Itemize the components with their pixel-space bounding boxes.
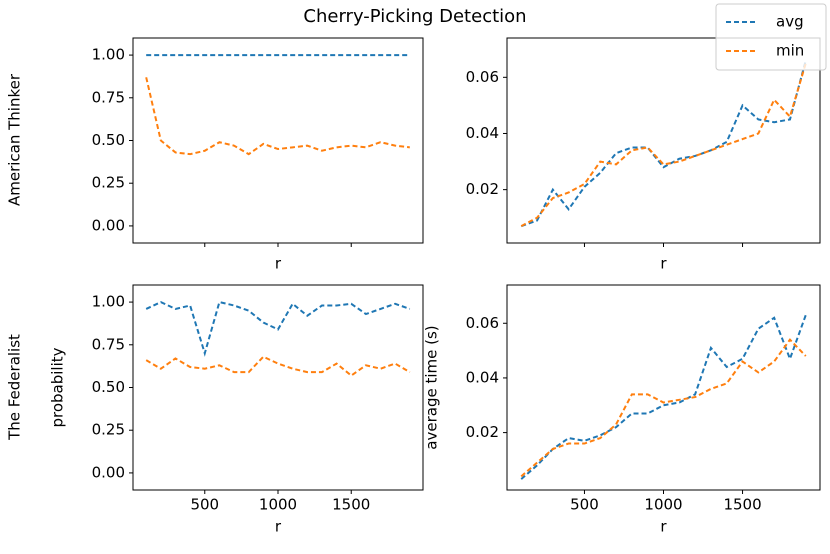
series-line xyxy=(145,355,411,377)
y-tick-label: 0.50 xyxy=(92,131,125,149)
axes-frame xyxy=(132,284,424,491)
y-tick-label: 0.25 xyxy=(92,421,125,439)
x-tick-label: 1000 xyxy=(644,496,682,514)
y-tick-label: 0.02 xyxy=(466,180,499,198)
y-tick-label: 0.75 xyxy=(92,88,125,106)
y-axis-label: average time (s) xyxy=(423,325,441,449)
x-tick-label: 1500 xyxy=(723,496,761,514)
row-label: The Federalist xyxy=(6,334,24,441)
x-axis-label: r xyxy=(275,518,282,536)
x-tick-label: 500 xyxy=(190,496,219,514)
y-tick-label: 0.06 xyxy=(466,68,499,86)
y-tick-label: 0.04 xyxy=(466,368,499,386)
x-axis-label: r xyxy=(660,518,667,536)
series-line xyxy=(520,62,807,228)
series-line xyxy=(145,300,411,357)
y-tick-label: 0.00 xyxy=(92,216,125,234)
y-tick-label: 0.00 xyxy=(92,463,125,481)
x-tick-label: 1500 xyxy=(332,496,370,514)
y-tick-label: 0.04 xyxy=(466,124,499,142)
series-line xyxy=(520,338,807,478)
x-tick-label: 1000 xyxy=(259,496,297,514)
y-tick-label: 0.02 xyxy=(466,423,499,441)
x-axis-label: r xyxy=(275,255,282,273)
y-tick-label: 0.50 xyxy=(92,378,125,396)
x-axis-label: r xyxy=(660,255,667,273)
axes-frame xyxy=(132,37,424,244)
y-tick-label: 0.25 xyxy=(92,174,125,192)
legend-label: min xyxy=(776,42,804,60)
x-tick-label: 500 xyxy=(570,496,599,514)
row-label: American Thinker xyxy=(6,73,24,206)
series-line xyxy=(520,314,807,480)
y-tick-label: 0.75 xyxy=(92,335,125,353)
axes-frame xyxy=(506,284,821,491)
y-tick-label: 1.00 xyxy=(92,46,125,64)
legend-label: avg xyxy=(776,13,804,31)
figure-title: Cherry-Picking Detection xyxy=(303,6,526,27)
y-tick-label: 0.06 xyxy=(466,314,499,332)
legend-box xyxy=(715,3,827,71)
y-tick-label: 1.00 xyxy=(92,293,125,311)
series-line xyxy=(145,77,410,156)
y-axis-label: probability xyxy=(49,347,67,427)
series-line xyxy=(520,60,807,228)
